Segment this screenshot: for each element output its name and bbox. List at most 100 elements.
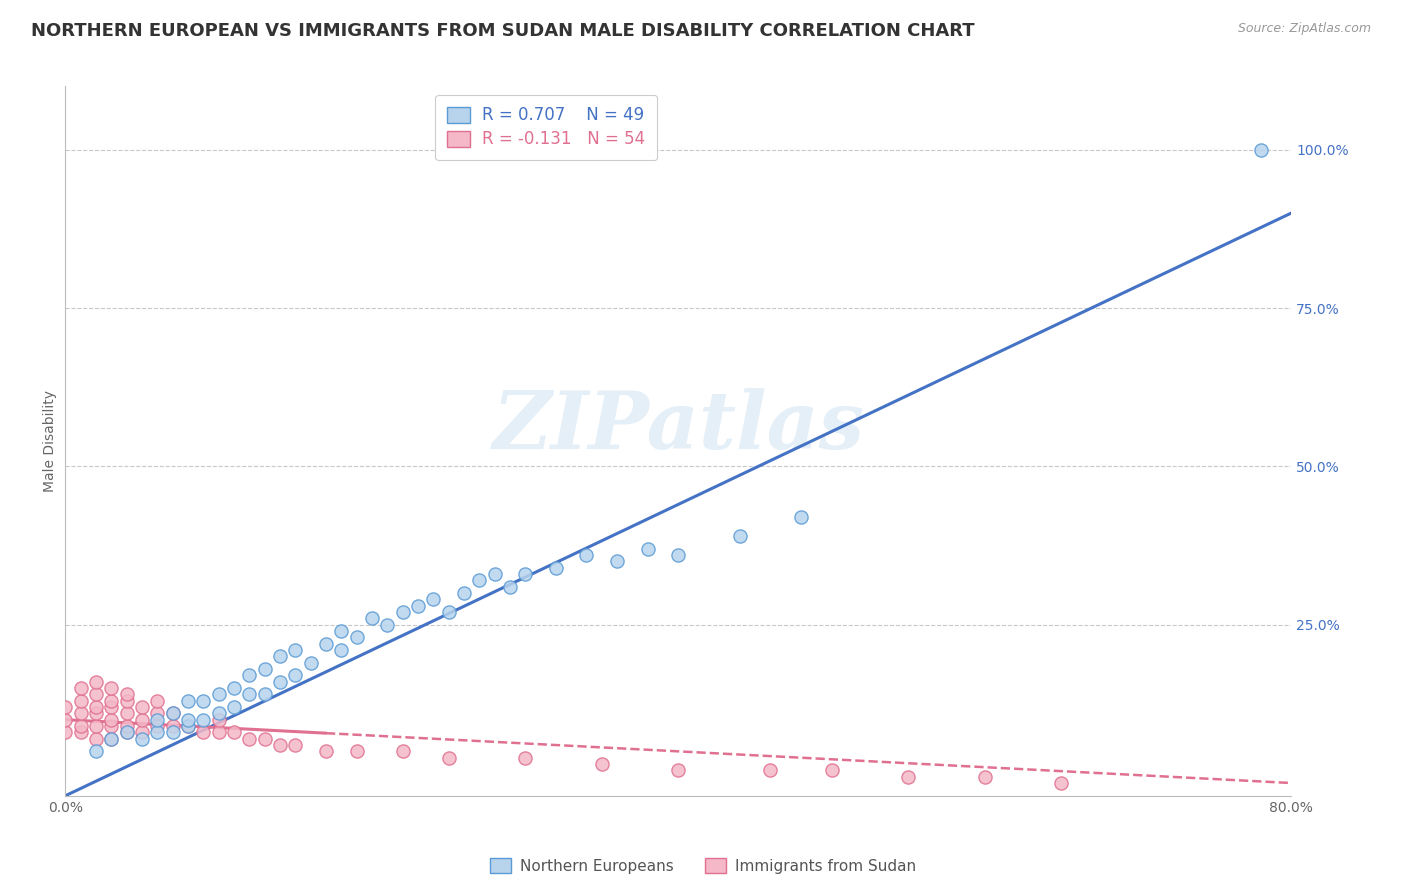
Point: [84, 674, 107, 689]
Point: [499, 580, 522, 594]
Legend: R = 0.707    N = 49, R = -0.131   N = 54: R = 0.707 N = 49, R = -0.131 N = 54: [436, 95, 657, 160]
Point: [100, 713, 122, 727]
Point: [253, 662, 276, 676]
Point: [115, 706, 138, 721]
Point: [637, 541, 659, 556]
Point: [146, 713, 169, 727]
Point: [1050, 776, 1073, 790]
Point: [544, 560, 567, 574]
Point: [361, 611, 384, 625]
Point: [162, 706, 184, 721]
Point: [284, 643, 307, 657]
Point: [162, 725, 184, 739]
Point: [284, 668, 307, 682]
Point: [222, 681, 245, 695]
Point: [666, 764, 689, 778]
Point: [115, 725, 138, 739]
Point: [453, 586, 475, 600]
Point: [84, 731, 107, 746]
Point: [177, 713, 200, 727]
Point: [515, 750, 537, 764]
Point: [346, 631, 368, 645]
Point: [84, 687, 107, 701]
Point: [375, 617, 398, 632]
Point: [208, 713, 231, 727]
Text: NORTHERN EUROPEAN VS IMMIGRANTS FROM SUDAN MALE DISABILITY CORRELATION CHART: NORTHERN EUROPEAN VS IMMIGRANTS FROM SUD…: [31, 22, 974, 40]
Point: [193, 725, 215, 739]
Point: [69, 694, 91, 708]
Point: [606, 554, 628, 568]
Point: [330, 624, 353, 638]
Point: [84, 719, 107, 733]
Point: [391, 605, 413, 619]
Point: [315, 744, 337, 758]
Point: [115, 725, 138, 739]
Point: [208, 725, 231, 739]
Point: [666, 548, 689, 562]
Point: [115, 687, 138, 701]
Point: [406, 599, 429, 613]
Point: [820, 764, 842, 778]
Point: [790, 510, 813, 524]
Point: [759, 764, 782, 778]
Point: [162, 719, 184, 733]
Point: [973, 770, 995, 784]
Point: [422, 592, 444, 607]
Point: [55, 725, 77, 739]
Point: [269, 674, 291, 689]
Point: [100, 681, 122, 695]
Point: [100, 694, 122, 708]
Point: [484, 567, 506, 582]
Point: [238, 687, 260, 701]
Point: [84, 706, 107, 721]
Point: [515, 567, 537, 582]
Point: [177, 719, 200, 733]
Point: [222, 700, 245, 714]
Point: [115, 694, 138, 708]
Text: Source: ZipAtlas.com: Source: ZipAtlas.com: [1237, 22, 1371, 36]
Point: [162, 706, 184, 721]
Point: [208, 706, 231, 721]
Point: [222, 725, 245, 739]
Point: [728, 529, 751, 543]
Point: [284, 738, 307, 752]
Point: [591, 757, 613, 772]
Point: [346, 744, 368, 758]
Point: [468, 574, 491, 588]
Point: [177, 719, 200, 733]
Y-axis label: Male Disability: Male Disability: [44, 390, 58, 492]
Point: [146, 719, 169, 733]
Point: [115, 719, 138, 733]
Legend: Northern Europeans, Immigrants from Sudan: Northern Europeans, Immigrants from Suda…: [484, 852, 922, 880]
Point: [437, 605, 460, 619]
Point: [269, 649, 291, 664]
Point: [84, 700, 107, 714]
Point: [69, 706, 91, 721]
Point: [193, 713, 215, 727]
Point: [299, 656, 322, 670]
Point: [315, 637, 337, 651]
Point: [238, 668, 260, 682]
Point: [146, 725, 169, 739]
Text: ZIPatlas: ZIPatlas: [492, 388, 865, 466]
Point: [253, 731, 276, 746]
Point: [269, 738, 291, 752]
Point: [100, 700, 122, 714]
Point: [253, 687, 276, 701]
Point: [131, 713, 153, 727]
Point: [131, 700, 153, 714]
Point: [238, 731, 260, 746]
Point: [55, 700, 77, 714]
Point: [69, 681, 91, 695]
Point: [131, 725, 153, 739]
Point: [330, 643, 353, 657]
Point: [177, 694, 200, 708]
Point: [100, 719, 122, 733]
Point: [897, 770, 920, 784]
Point: [131, 731, 153, 746]
Point: [208, 687, 231, 701]
Point: [84, 744, 107, 758]
Point: [100, 731, 122, 746]
Point: [55, 713, 77, 727]
Point: [146, 694, 169, 708]
